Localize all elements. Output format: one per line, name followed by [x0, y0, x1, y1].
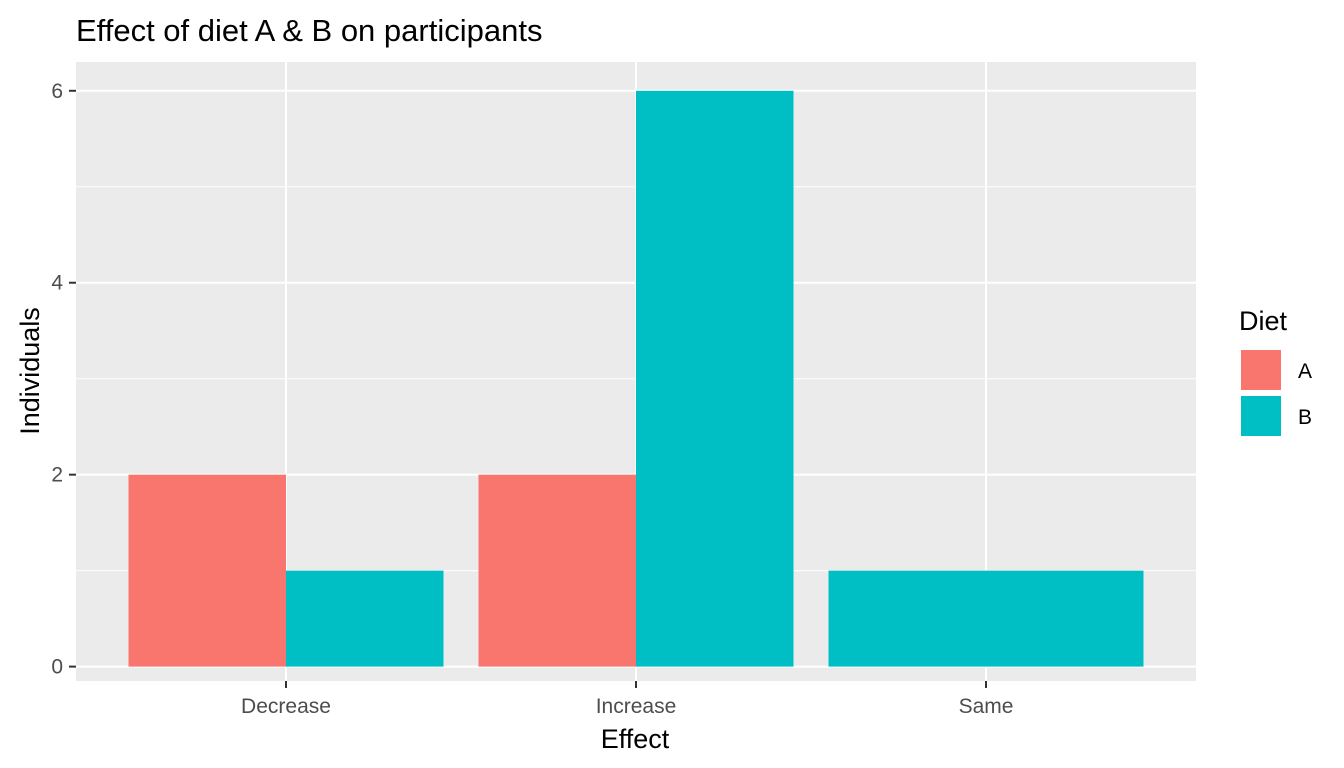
y-tick-label: 4: [51, 272, 63, 295]
y-axis-title: Individuals: [15, 307, 45, 435]
x-tick-label: Same: [959, 695, 1014, 718]
y-tick-label: 6: [51, 80, 63, 103]
x-tick-label: Decrease: [241, 695, 331, 718]
bar-B-increase: [636, 90, 794, 667]
x-axis-title: Effect: [601, 724, 670, 754]
y-axis: 0 2 4 6: [51, 80, 76, 679]
bars: [128, 90, 1144, 667]
legend-title: Diet: [1239, 306, 1288, 336]
legend-label-A: A: [1298, 360, 1312, 383]
legend-label-B: B: [1298, 406, 1312, 429]
x-tick-label: Increase: [596, 695, 677, 718]
chart-title: Effect of diet A & B on participants: [76, 13, 542, 48]
legend-items: AB: [1239, 348, 1312, 438]
y-tick-label: 2: [51, 464, 63, 487]
bar-B-same: [828, 570, 1144, 667]
legend-key-A: [1241, 350, 1281, 390]
legend-key-B: [1241, 396, 1281, 436]
bar-B-decrease: [286, 570, 444, 667]
y-tick-label: 0: [51, 656, 63, 679]
legend: Diet AB: [1239, 306, 1312, 438]
bar-A-increase: [478, 474, 636, 667]
bar-A-decrease: [128, 474, 286, 667]
x-axis: Decrease Increase Same: [241, 681, 1013, 718]
